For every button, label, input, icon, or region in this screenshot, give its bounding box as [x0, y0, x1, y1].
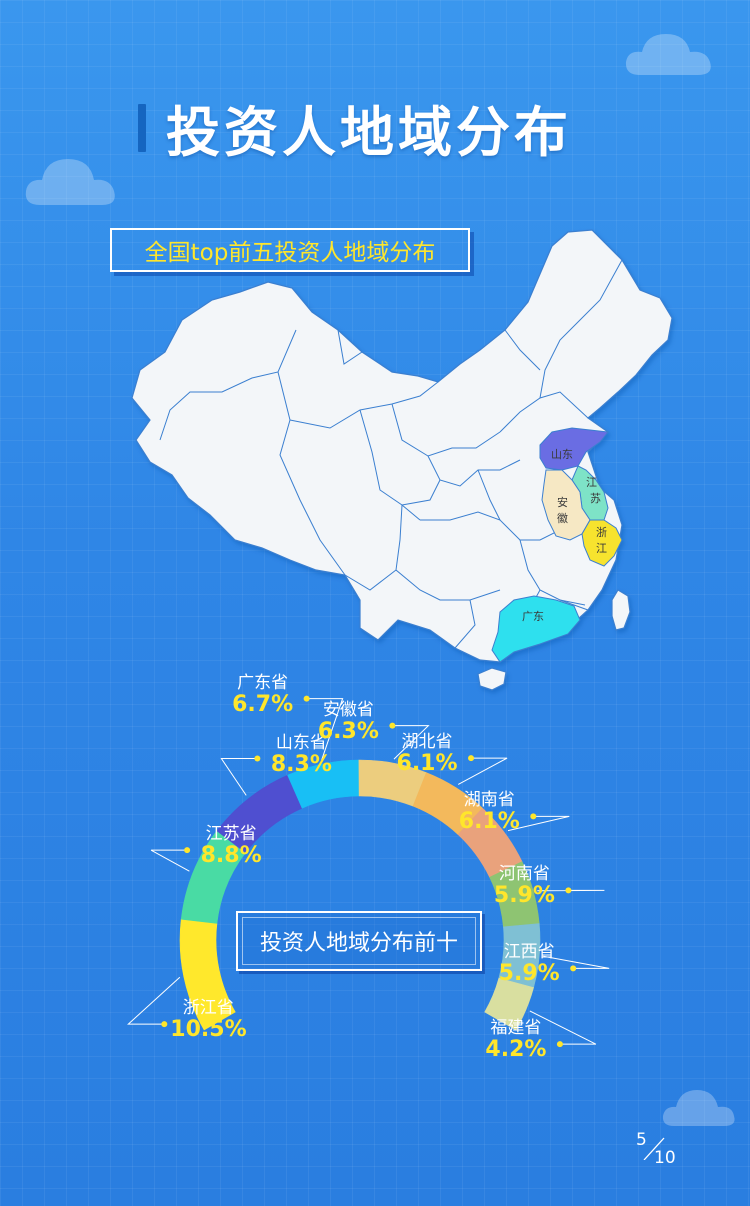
data-label-name: 江西省	[503, 942, 555, 963]
data-label-name: 山东省	[275, 732, 327, 753]
data-label-name: 浙江省	[182, 998, 234, 1019]
chart-title: 投资人地域分布前十	[259, 931, 458, 956]
title-accent-bar	[138, 103, 146, 152]
map-label-jiangsu: 苏	[590, 492, 601, 505]
data-label: 湖北省 6.1%	[389, 734, 465, 775]
leader-line	[457, 757, 508, 785]
data-label-value: 4.2%	[485, 1037, 547, 1063]
province-guangdong	[491, 595, 581, 663]
data-label: 江西省 5.9%	[491, 944, 567, 985]
hainan-shape	[477, 667, 507, 691]
page-header: 投资人地域分布	[138, 88, 572, 167]
chart-title-box: 投资人地域分布前十	[236, 911, 482, 971]
province-zhejiang	[581, 519, 623, 567]
data-label: 河南省 5.9%	[486, 866, 562, 907]
page-total: 10	[654, 1148, 676, 1168]
data-label-value: 6.7%	[232, 691, 294, 717]
china-map: 山东 江 苏 安 徽 浙 江 广东	[131, 229, 673, 691]
map-label-guangdong: 广东	[522, 610, 544, 623]
page-divider-icon	[643, 1137, 665, 1160]
map-label-jiangsu: 江	[586, 476, 597, 489]
cloud-icon	[662, 1090, 735, 1126]
data-label: 福建省 4.2%	[478, 1020, 554, 1061]
data-label: 湖南省 6.1%	[451, 792, 527, 833]
data-label-value: 8.8%	[200, 843, 262, 869]
data-label-name: 河南省	[498, 864, 550, 885]
data-label: 江苏省 8.8%	[193, 826, 269, 867]
cloud-icon	[625, 34, 711, 75]
leader-dot	[184, 847, 191, 854]
data-label: 山东省 8.3%	[263, 732, 339, 777]
page-indicator: 5 10	[636, 1130, 686, 1170]
cloud-icon	[25, 159, 115, 205]
leader-dot	[570, 965, 577, 972]
leader-line	[220, 758, 258, 796]
map-subtitle-frame: 全国top前五投资人地域分布	[110, 228, 470, 272]
data-label-name: 湖南省	[463, 790, 515, 811]
data-label: 安徽省 6.3%	[310, 699, 386, 744]
data-label-name: 湖北省	[401, 732, 453, 753]
data-label-value: 6.1%	[458, 809, 520, 835]
data-label-value: 8.3%	[270, 751, 332, 777]
data-label-value: 6.1%	[396, 751, 458, 777]
map-label-zhejiang: 浙	[596, 526, 607, 539]
map-subtitle: 全国top前五投资人地域分布	[144, 240, 436, 266]
data-label-value: 5.9%	[498, 961, 560, 987]
data-label-name: 安徽省	[322, 699, 374, 720]
data-label-name: 广东省	[237, 672, 289, 693]
map-label-anhui: 安	[557, 495, 568, 509]
page-title: 投资人地域分布	[166, 101, 572, 164]
leader-line	[150, 849, 190, 872]
taiwan-shape	[611, 589, 631, 631]
map-label-shandong: 山东	[551, 448, 573, 461]
data-label-value: 10.5%	[170, 1017, 247, 1043]
map-label-zhejiang: 江	[596, 542, 607, 555]
data-label-name: 江苏省	[205, 824, 257, 845]
data-label-value: 6.3%	[317, 718, 379, 744]
data-label: 浙江省 10.5%	[170, 1000, 246, 1041]
leader-dot	[530, 813, 537, 820]
province-shandong	[539, 427, 609, 471]
data-label-name: 福建省	[490, 1018, 542, 1039]
map-label-anhui: 徽	[557, 511, 568, 525]
leader-dot	[556, 1041, 563, 1048]
data-label: 广东省 6.7%	[225, 672, 301, 717]
leader-dot	[565, 887, 572, 894]
data-label-value: 5.9%	[493, 883, 555, 909]
leader-dot	[161, 1021, 168, 1028]
page-current: 5	[636, 1130, 647, 1150]
